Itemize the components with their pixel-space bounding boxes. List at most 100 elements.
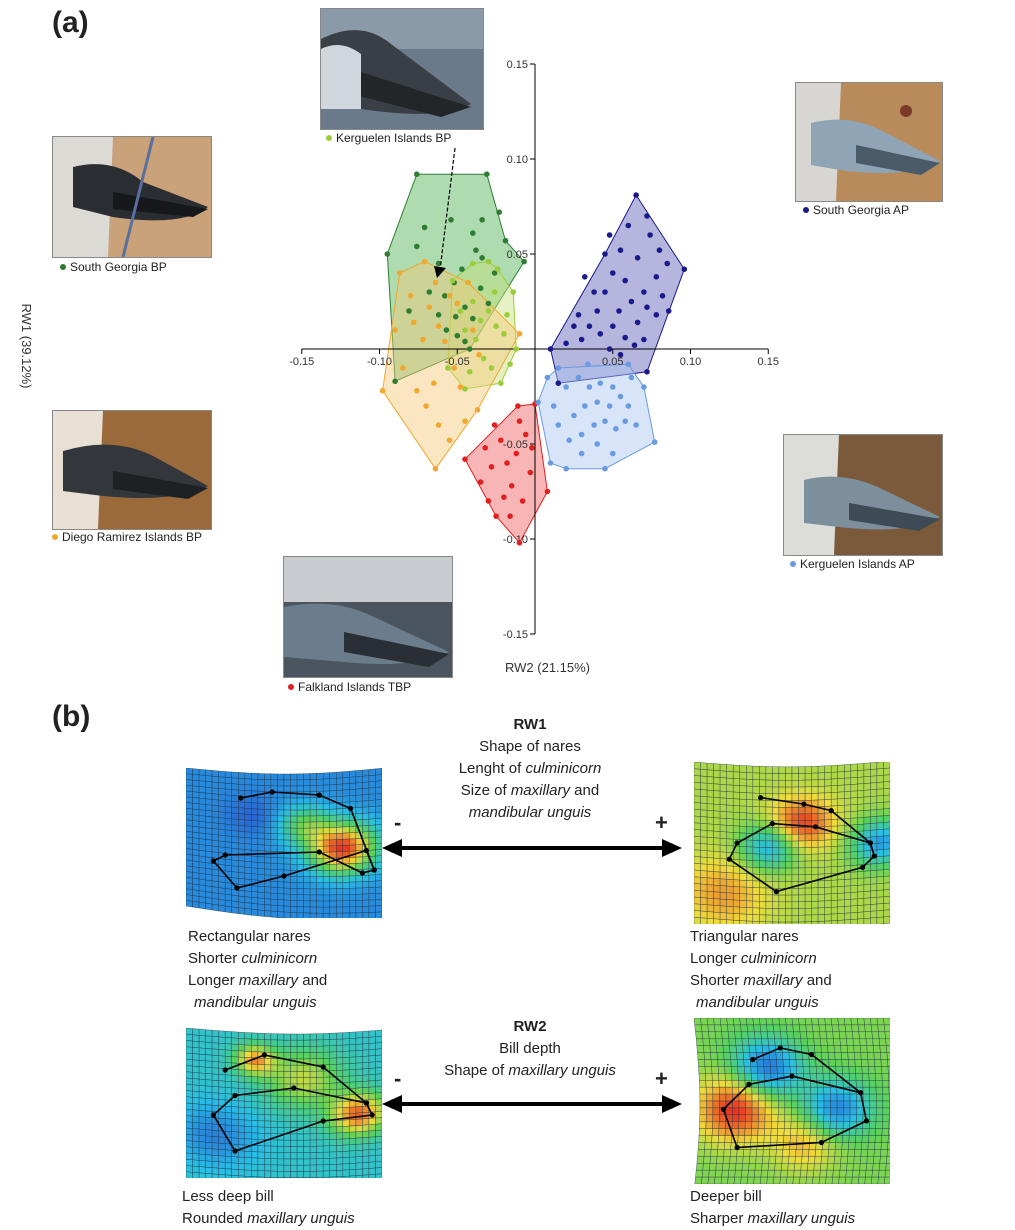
grid-cell (218, 788, 226, 796)
grid-cell (329, 1176, 337, 1178)
grid-cell (726, 899, 734, 907)
grid-cell (713, 918, 721, 924)
grid-cell (706, 810, 714, 818)
grid-cell (820, 1038, 828, 1046)
grid-cell (296, 876, 304, 883)
landmark-point (281, 873, 287, 879)
grid-cell (870, 870, 878, 878)
grid-cell (211, 787, 219, 795)
grid-cell (713, 763, 721, 771)
grid-cell (790, 1087, 798, 1095)
grid-cell (874, 1066, 883, 1074)
grid-cell (225, 794, 232, 802)
grid-cell (251, 784, 259, 792)
grid-cell (726, 771, 734, 779)
photo-falkland-tbp (283, 556, 453, 678)
grid-cell (257, 1076, 265, 1084)
grid-cell (257, 814, 265, 822)
rw1-neg-line3-post: and (298, 972, 328, 989)
grid-cell (696, 1045, 705, 1053)
point-series-2 (474, 407, 481, 413)
grid-cell (795, 1059, 804, 1067)
south-georgia-bp-marker (60, 264, 66, 270)
grid-cell (264, 844, 272, 852)
grid-cell (329, 1126, 337, 1134)
grid-cell (706, 816, 714, 825)
grid-cell (309, 773, 317, 780)
grid-cell (264, 892, 272, 900)
grid-cell (257, 891, 265, 899)
grid-cell (798, 901, 806, 909)
grid-cell (186, 882, 193, 890)
grid-cell (876, 1100, 883, 1109)
grid-cell (784, 1080, 792, 1088)
grid-cell (323, 815, 330, 822)
grid-cell (186, 1052, 193, 1060)
grid-cell (336, 851, 343, 859)
grid-cell (778, 901, 786, 909)
grid-cell (303, 803, 311, 811)
grid-cell (791, 1093, 799, 1102)
grid-cell (355, 1125, 363, 1133)
grid-cell (329, 1045, 337, 1053)
grid-cell (699, 1100, 707, 1109)
grid-cell (368, 806, 376, 814)
grid-cell (763, 1059, 771, 1067)
grid-cell (758, 1087, 766, 1095)
grid-cell (812, 1170, 821, 1178)
grid-cell (881, 1073, 889, 1081)
grid-cell (192, 895, 200, 903)
grid-cell (713, 776, 721, 785)
grid-cell (766, 1176, 775, 1184)
grid-cell (296, 1052, 304, 1060)
grid-cell (713, 851, 721, 859)
point-series-0 (470, 230, 476, 236)
grid-cell (303, 912, 311, 918)
grid-cell (765, 847, 773, 855)
grid-cell (290, 785, 298, 793)
grid-cell (355, 862, 363, 870)
grid-cell (706, 897, 714, 906)
grid-cell (870, 802, 878, 811)
grid-cell (788, 1149, 797, 1157)
grid-cell (765, 1100, 772, 1109)
grid-cell (225, 800, 232, 808)
grid-cell (803, 1080, 811, 1088)
grid-cell (211, 892, 219, 900)
grid-cell (694, 856, 701, 864)
grid-cell (844, 878, 851, 887)
grid-cell (760, 1031, 769, 1039)
grid-cell (368, 1149, 376, 1157)
grid-cell (694, 788, 701, 797)
grid-cell (368, 787, 376, 795)
grid-cell (866, 1045, 874, 1053)
grid-cell (244, 1082, 252, 1090)
grid-cell (817, 880, 825, 888)
grid-cell (804, 806, 812, 815)
point-series-0 (454, 332, 461, 339)
grid-cell (780, 1170, 788, 1178)
grid-cell (712, 1087, 720, 1095)
grid-cell (791, 908, 799, 916)
grid-cell (231, 1031, 239, 1039)
grid-cell (811, 779, 819, 787)
grid-cell (752, 765, 760, 774)
grid-cell (765, 840, 773, 848)
grid-cell (767, 1038, 776, 1046)
grid-cell (329, 1139, 337, 1146)
grid-cell (211, 1073, 219, 1081)
grid-cell (865, 1163, 874, 1171)
grid-cell (205, 816, 213, 823)
grid-cell (270, 809, 278, 816)
grid-cell (786, 1024, 794, 1032)
grid-cell (368, 849, 376, 857)
point-series-2 (435, 323, 442, 330)
rw1-pos-line3-post: and (802, 972, 832, 989)
grid-cell (883, 788, 890, 796)
grid-cell (746, 785, 753, 794)
grid-cell (277, 857, 285, 865)
grid-cell (772, 786, 780, 794)
grid-cell (811, 766, 819, 774)
grid-cell (810, 1114, 818, 1122)
grid-cell (264, 898, 272, 906)
